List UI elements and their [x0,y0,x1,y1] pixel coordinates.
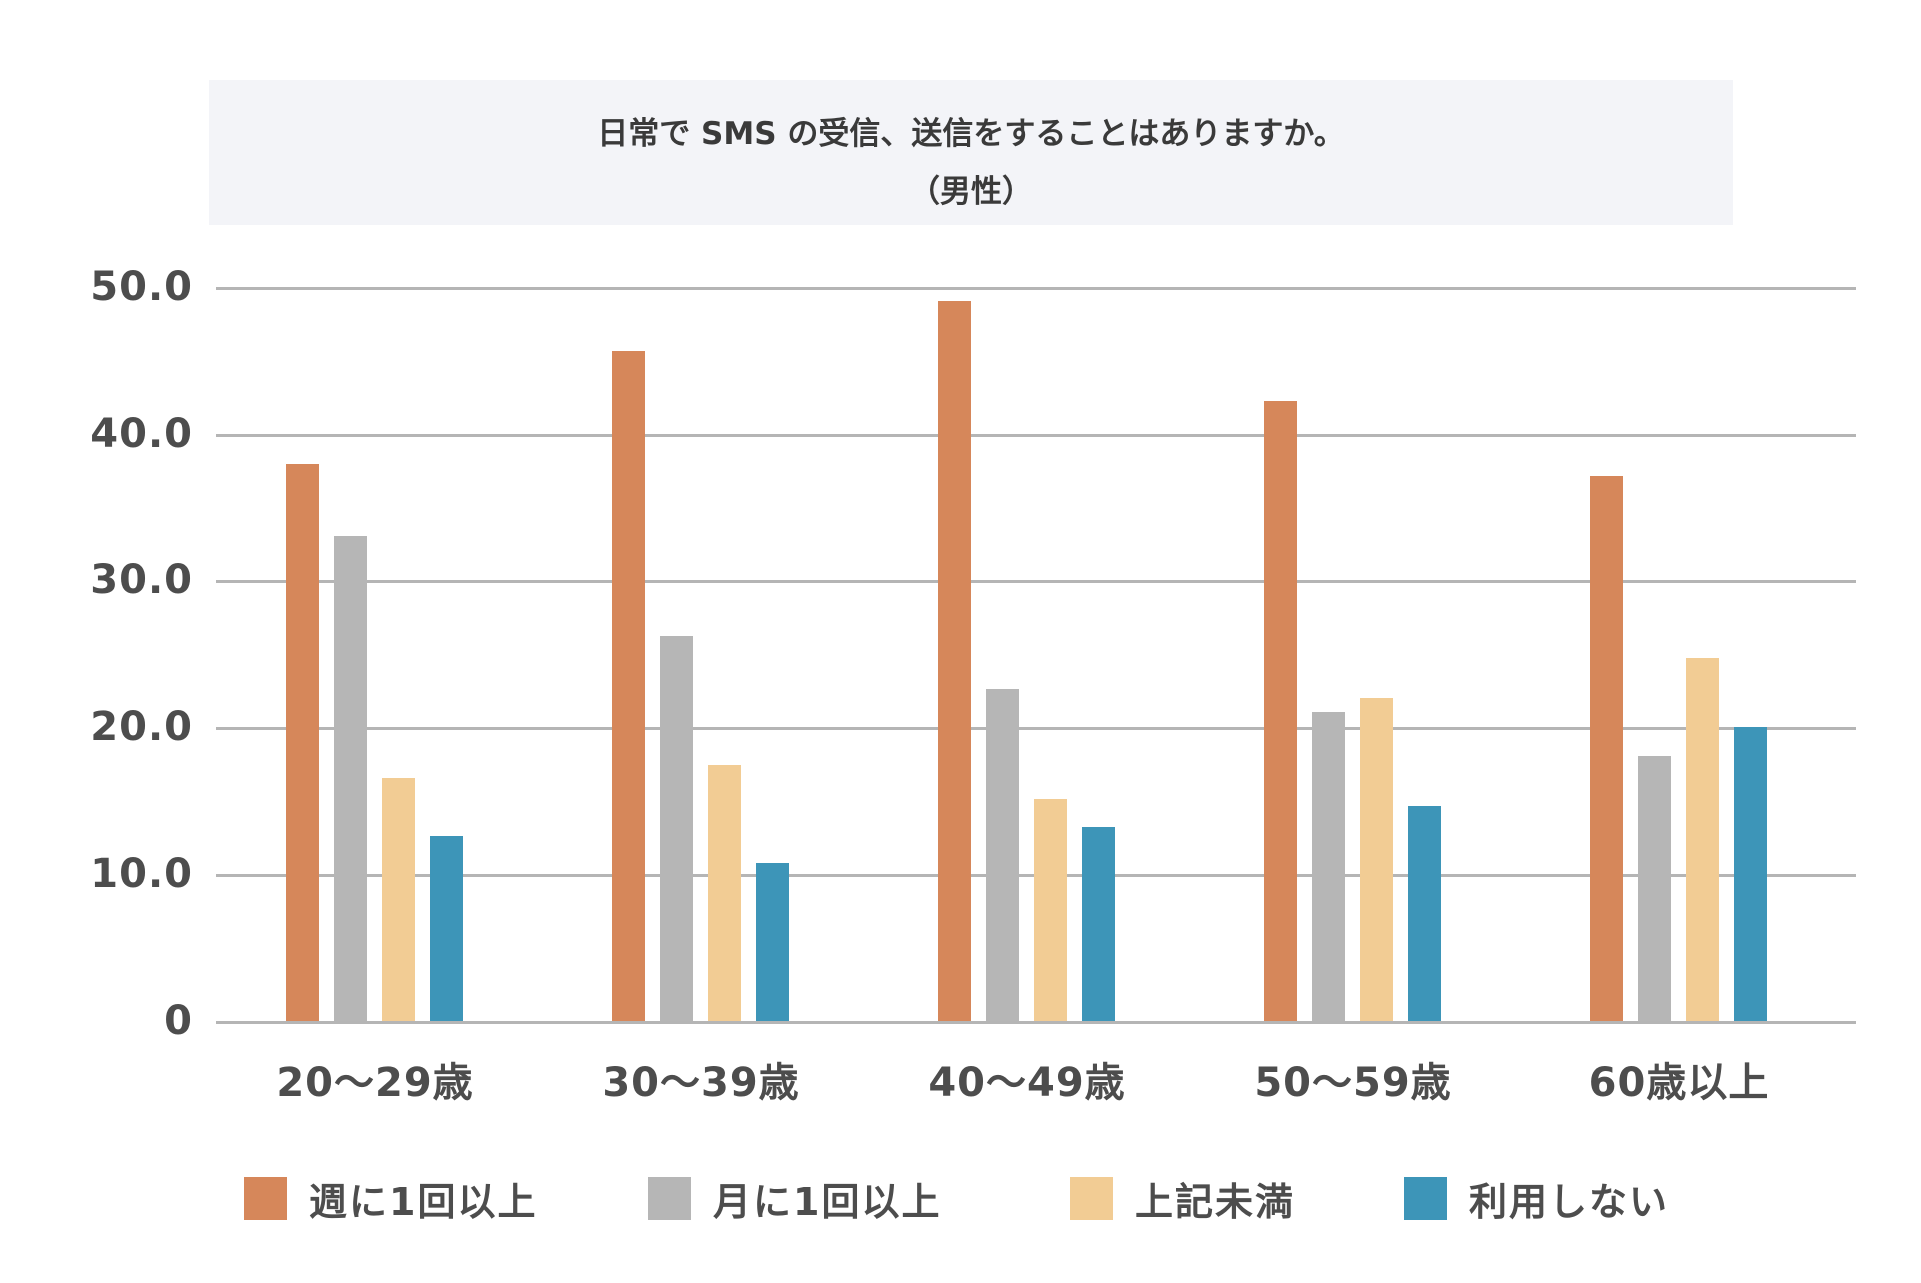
y-tick-label: 40.0 [90,411,193,457]
legend-swatch [1404,1176,1447,1220]
legend-swatch [244,1176,287,1220]
bar [334,536,367,1022]
bar [430,835,463,1022]
x-tick-label: 20～29歳 [276,1060,474,1106]
legend-label: 上記未満 [1135,1179,1296,1224]
gridline [216,727,1856,730]
bar [1734,726,1767,1022]
legend-item-none: 利用しない [1404,1176,1669,1224]
bar [382,778,415,1022]
chart-subtitle: （男性） [909,174,1033,210]
bar [1312,712,1345,1022]
legend-item-monthly: 月に1回以上 [648,1176,941,1224]
y-tick-label: 20.0 [90,704,193,750]
x-tick-label: 40～49歳 [928,1060,1126,1106]
legend-item-weekly: 週に1回以上 [244,1176,537,1224]
bar [986,688,1019,1022]
bar [1360,697,1393,1022]
bar [286,464,319,1022]
bar [1638,756,1671,1022]
legend-label: 週に1回以上 [309,1179,538,1224]
bar [1590,475,1623,1022]
y-tick-label: 0 [164,998,193,1044]
legend-swatch [648,1176,691,1220]
legend-label: 利用しない [1469,1179,1670,1224]
bar [708,765,741,1022]
chart-title: 日常で SMS の受信、送信をすることはありますか。 [597,116,1345,152]
bar [938,301,971,1022]
x-tick-label: 30～39歳 [602,1060,800,1106]
bar [756,863,789,1022]
legend-swatch [1070,1176,1113,1220]
legend-label: 月に1回以上 [713,1179,942,1224]
bar [612,351,645,1022]
gridline [216,287,1856,290]
bar [1082,826,1115,1022]
y-tick-label: 10.0 [90,851,193,897]
y-tick-label: 50.0 [90,264,193,310]
x-tick-label: 50～59歳 [1254,1060,1452,1106]
gridline [216,580,1856,583]
bar [1408,806,1441,1022]
x-axis-baseline [216,1021,1856,1024]
bar [1264,401,1297,1022]
x-tick-label: 60歳以上 [1588,1060,1770,1106]
bar [1686,657,1719,1022]
bar [660,635,693,1022]
chart-title-box: 日常で SMS の受信、送信をすることはありますか。 （男性） [209,80,1733,225]
gridline [216,434,1856,437]
bar [1034,798,1067,1022]
y-tick-label: 30.0 [90,557,193,603]
legend-item-less: 上記未満 [1070,1176,1295,1224]
